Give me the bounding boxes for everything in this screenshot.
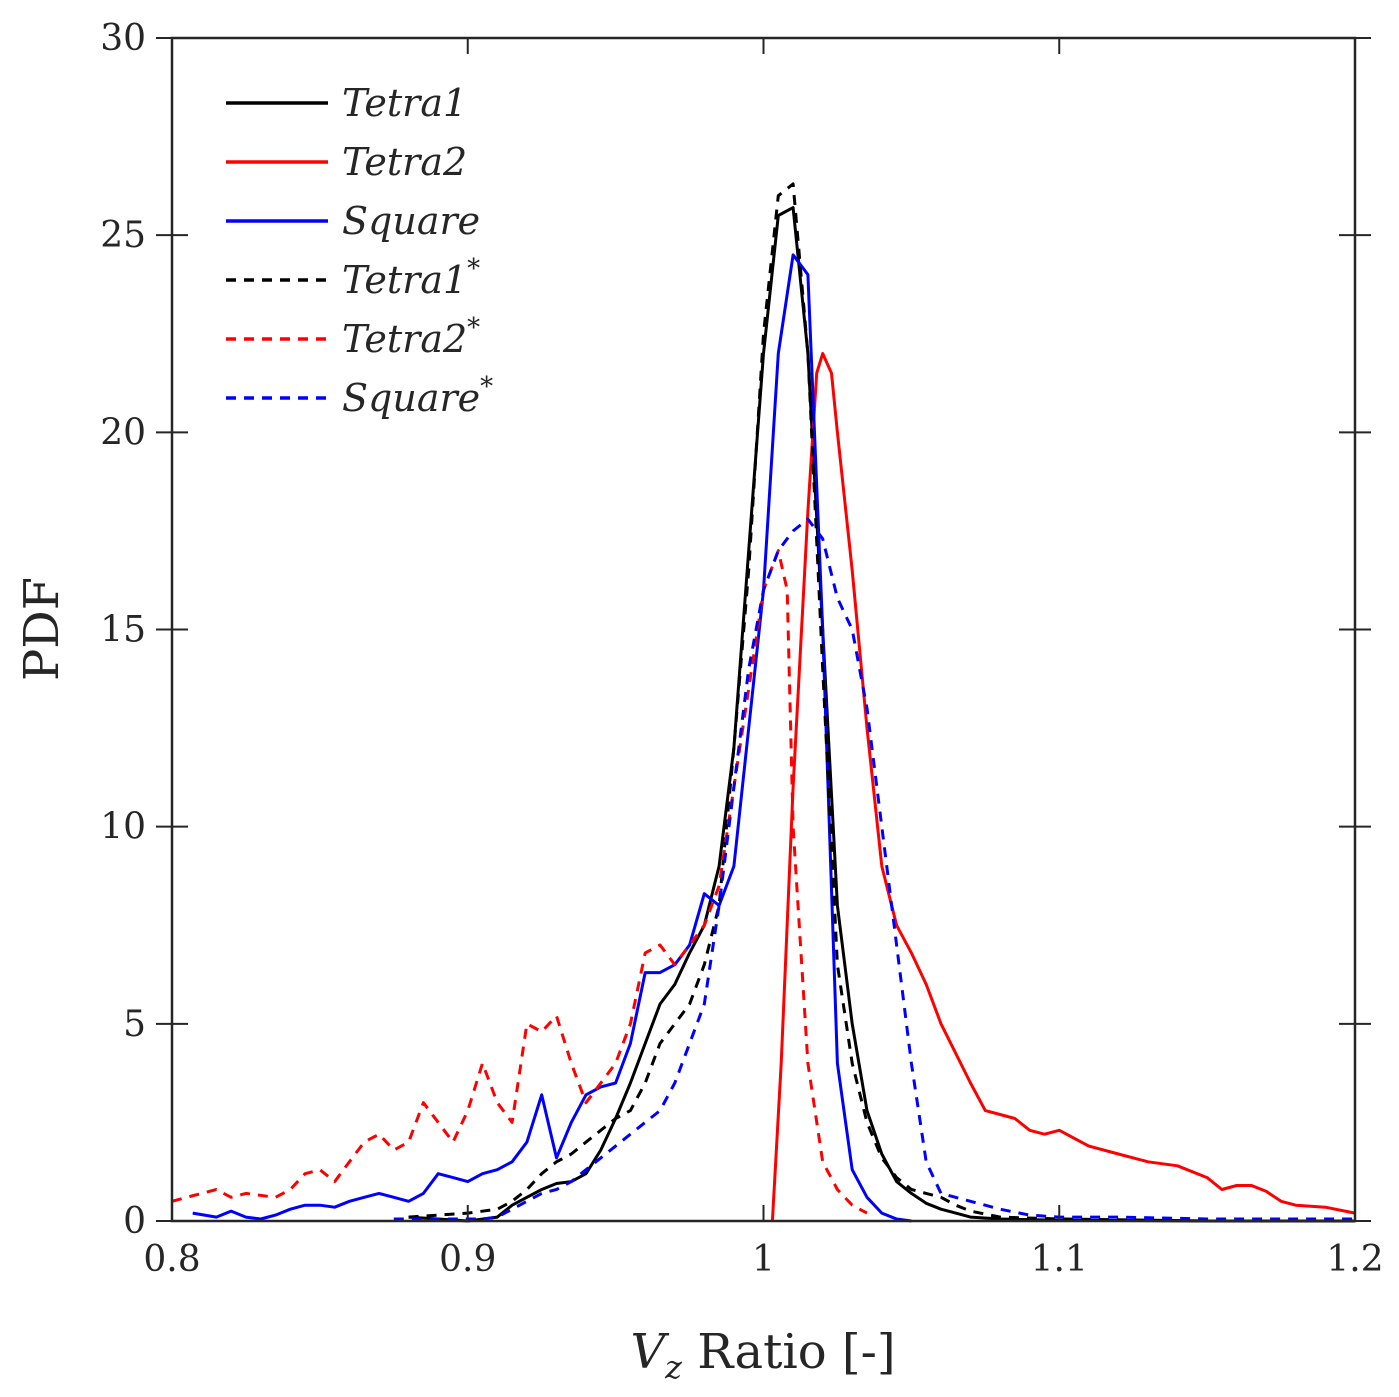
y-tick-label: 20	[100, 412, 146, 453]
y-tick-label: 10	[100, 807, 146, 848]
x-tick-label: 1.2	[1326, 1239, 1383, 1280]
x-tick-label: 0.8	[143, 1239, 200, 1280]
legend-label-main: Tetra2	[342, 317, 467, 361]
x-axis: 0.8 0.9 1 1.1 1.2	[143, 38, 1384, 1280]
legend-label-superscript: *	[480, 372, 493, 402]
y-axis: 0 5 10 15 20 25 30	[100, 18, 1371, 1242]
x-axis-title-main: V	[630, 1324, 669, 1380]
series-line-square	[192, 253, 912, 1223]
legend-label-tetra2: Tetra2	[342, 140, 467, 184]
x-tick-label: 1	[752, 1239, 775, 1280]
legend-label-main: Square	[342, 199, 480, 243]
plot-background	[172, 38, 1355, 1221]
x-tick-label: 1.1	[1031, 1239, 1088, 1280]
legend-label-main: Tetra2	[342, 140, 467, 184]
y-tick-label: 0	[123, 1201, 146, 1242]
y-tick-label: 15	[100, 610, 146, 651]
series-line-tetra1-star	[408, 182, 1355, 1223]
y-tick-label: 5	[123, 1004, 146, 1045]
legend-label-square: Square	[342, 199, 480, 243]
series-line-square-star	[393, 517, 1355, 1221]
legend-label-tetra2-star: Tetra2*	[342, 313, 480, 361]
legend-label-superscript: *	[467, 254, 480, 284]
legend-label-main: Square	[342, 376, 480, 420]
legend-label-tetra1: Tetra1	[342, 81, 467, 125]
x-tick-label: 0.9	[439, 1239, 496, 1280]
legend-label-main: Tetra1	[342, 81, 467, 125]
series-line-tetra2	[770, 352, 1356, 1222]
x-axis-title-rest: Ratio [-]	[682, 1324, 896, 1380]
legend-label-square-star: Square*	[342, 372, 493, 420]
series-layer	[171, 182, 1356, 1223]
y-tick-label: 25	[100, 215, 146, 256]
y-tick-label: 30	[100, 18, 146, 59]
x-axis-title: Vz Ratio [-]	[630, 1324, 895, 1386]
y-axis-title: PDF	[14, 577, 70, 681]
legend-label-tetra1-star: Tetra1*	[342, 254, 480, 302]
x-axis-title-subscript: z	[664, 1348, 683, 1386]
legend-label-main: Tetra1	[342, 258, 467, 302]
legend-label-superscript: *	[467, 313, 480, 343]
